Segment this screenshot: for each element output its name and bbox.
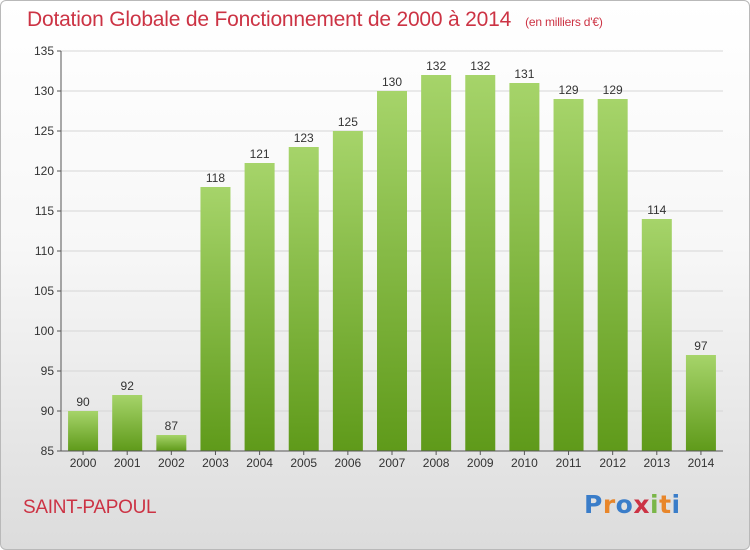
data-label: 132 bbox=[426, 59, 446, 73]
y-tick-label: 110 bbox=[35, 244, 54, 258]
bar bbox=[68, 411, 99, 451]
data-label: 118 bbox=[206, 171, 225, 185]
bar bbox=[112, 395, 143, 451]
bar bbox=[377, 91, 407, 451]
data-labels: 90 92 87 118 121 123 125 130 132 132 131 129 129 114 9… bbox=[76, 59, 708, 433]
x-tick-label: 2011 bbox=[556, 456, 582, 470]
bar bbox=[597, 99, 628, 451]
y-tick-label: 125 bbox=[34, 124, 54, 138]
bar bbox=[200, 187, 231, 451]
chart-title-text: Dotation Globale de Fonctionnement de 20… bbox=[27, 8, 512, 31]
data-label: 129 bbox=[603, 83, 623, 97]
bar bbox=[244, 163, 275, 451]
bar bbox=[509, 83, 540, 451]
x-tick-label: 2013 bbox=[643, 456, 670, 470]
logo-letter: i bbox=[650, 490, 660, 519]
bars bbox=[68, 75, 716, 451]
data-label: 125 bbox=[338, 115, 358, 129]
y-tick-label: 100 bbox=[34, 324, 54, 338]
logo-letter: i bbox=[671, 490, 681, 519]
city-name: SAINT-PAPOUL bbox=[23, 497, 157, 518]
data-label: 97 bbox=[694, 339, 708, 353]
y-tick-label: 115 bbox=[35, 204, 54, 218]
y-tick-label: 120 bbox=[34, 164, 54, 178]
y-tick-label: 85 bbox=[41, 444, 55, 458]
data-label: 121 bbox=[250, 147, 270, 161]
bar bbox=[421, 75, 452, 451]
logo-letter: r bbox=[602, 490, 616, 519]
data-label: 131 bbox=[514, 67, 534, 81]
data-label: 114 bbox=[647, 203, 666, 217]
y-tick-label: 130 bbox=[34, 84, 54, 98]
axes: 85 90 95 100 105 110 115 120 125 130 135 2000 2001 20… bbox=[34, 44, 723, 470]
data-label: 87 bbox=[165, 419, 179, 433]
x-tick-label: 2009 bbox=[467, 456, 494, 470]
logo-letter: o bbox=[615, 490, 634, 519]
proxiti-logo: Proxiti bbox=[584, 490, 681, 519]
data-label: 92 bbox=[121, 379, 135, 393]
data-label: 129 bbox=[559, 83, 579, 97]
bar bbox=[332, 131, 363, 451]
chart-title: Dotation Globale de Fonctionnement de 20… bbox=[27, 8, 603, 32]
x-tick-label: 2006 bbox=[335, 456, 362, 470]
x-tick-label: 2007 bbox=[379, 456, 406, 470]
x-tick-label: 2010 bbox=[511, 456, 538, 470]
x-tick-label: 2008 bbox=[423, 456, 450, 470]
bar bbox=[465, 75, 496, 451]
bar bbox=[553, 99, 584, 451]
x-tick-label: 2002 bbox=[158, 456, 185, 470]
data-label: 123 bbox=[294, 131, 314, 145]
x-tick-label: 2004 bbox=[246, 456, 273, 470]
x-tick-label: 2014 bbox=[688, 456, 715, 470]
y-tick-label: 135 bbox=[34, 44, 54, 58]
x-tick-label: 2000 bbox=[70, 456, 97, 470]
bar bbox=[685, 355, 716, 451]
y-tick-label: 90 bbox=[41, 404, 55, 418]
bar bbox=[641, 219, 672, 451]
y-tick-label: 105 bbox=[34, 284, 54, 298]
x-tick-label: 2003 bbox=[202, 456, 229, 470]
bar bbox=[156, 435, 187, 451]
chart-unit: (en milliers d'€) bbox=[525, 15, 603, 29]
x-tick-label: 2012 bbox=[599, 456, 626, 470]
data-label: 132 bbox=[470, 59, 490, 73]
x-tick-label: 2005 bbox=[290, 456, 317, 470]
bar bbox=[288, 147, 319, 451]
x-tick-label: 2001 bbox=[114, 456, 141, 470]
logo-letter: P bbox=[584, 490, 603, 519]
logo-letter: t bbox=[659, 490, 672, 519]
y-tick-label: 95 bbox=[41, 364, 55, 378]
logo-letter: x bbox=[633, 490, 650, 519]
data-label: 90 bbox=[76, 395, 90, 409]
data-label: 130 bbox=[382, 75, 402, 89]
